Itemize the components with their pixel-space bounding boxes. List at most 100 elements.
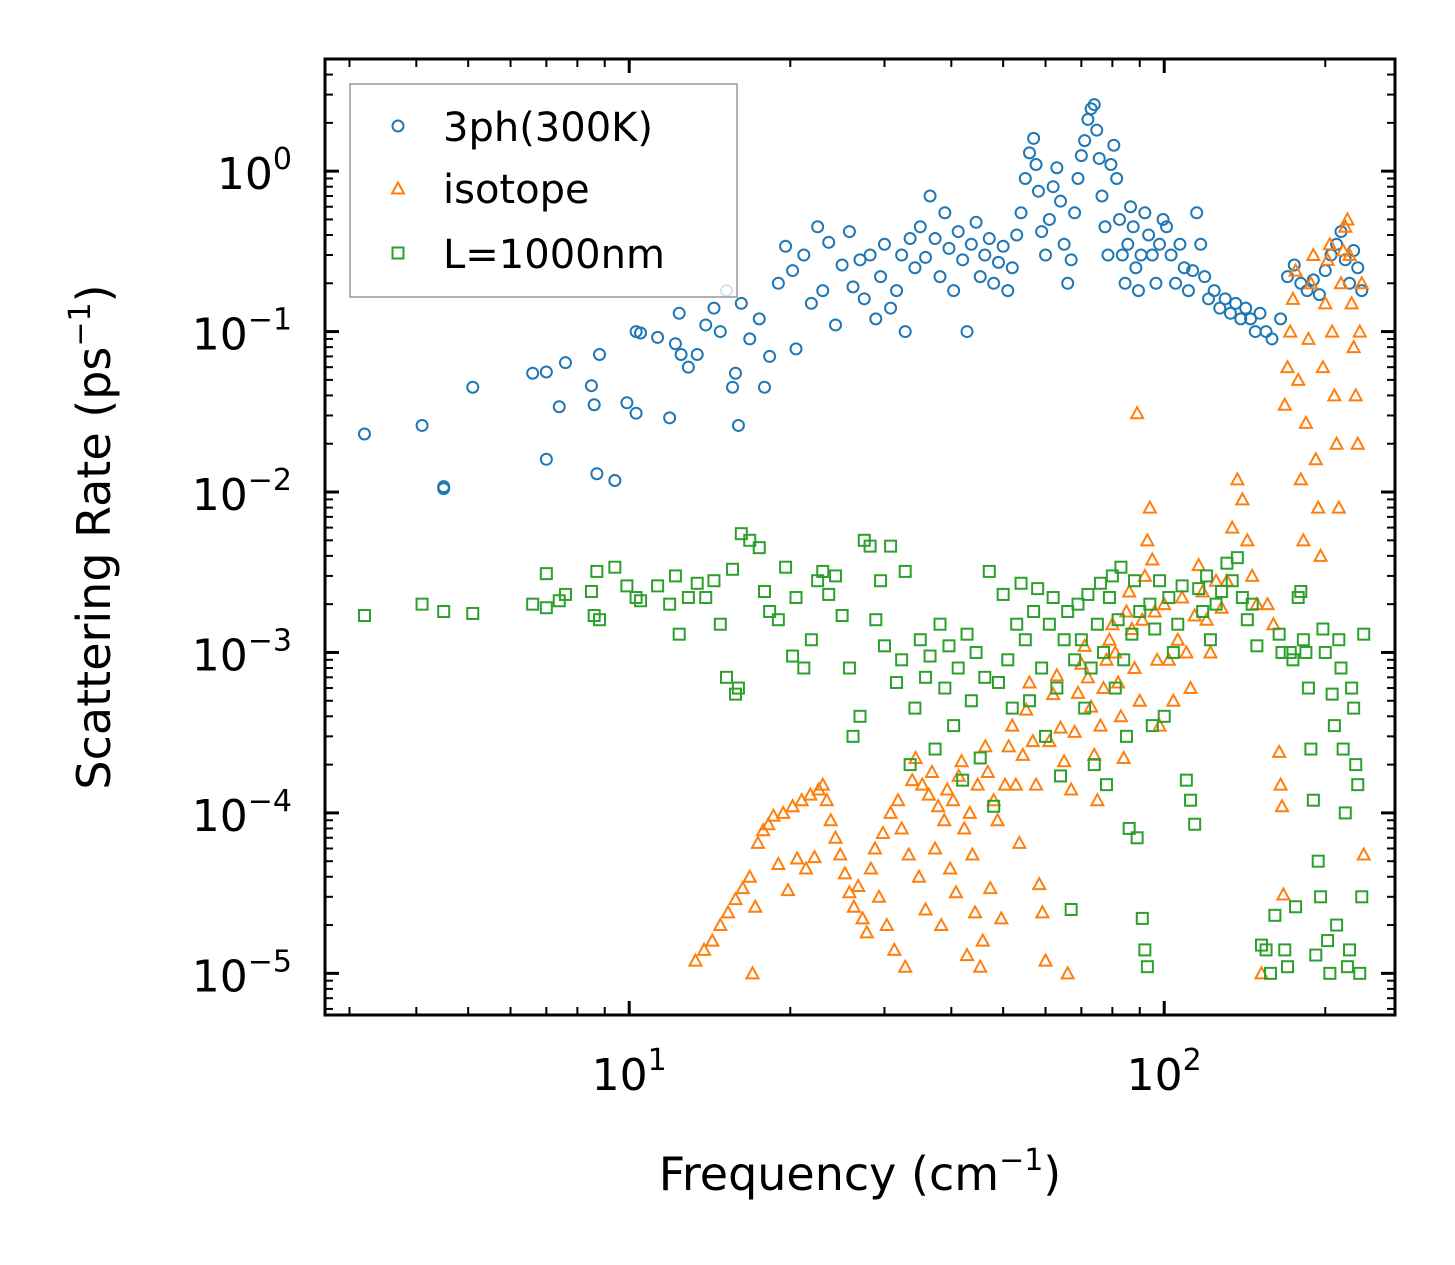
data-point — [1160, 220, 1174, 234]
data-point — [1312, 288, 1326, 302]
data-point — [1218, 292, 1232, 306]
data-point — [924, 763, 940, 778]
data-point — [1274, 312, 1288, 326]
data-point — [608, 473, 622, 487]
data-point — [1035, 225, 1049, 239]
data-point — [832, 846, 848, 861]
data-point — [1287, 262, 1304, 277]
data-point — [1192, 582, 1206, 596]
data-point — [804, 633, 818, 647]
data-point — [760, 816, 777, 831]
data-point — [1074, 633, 1088, 647]
data-point — [1015, 746, 1031, 761]
data-point — [1203, 633, 1217, 647]
data-point — [696, 941, 712, 956]
data-point — [1101, 248, 1115, 262]
data-point — [1351, 261, 1365, 275]
data-point — [1215, 584, 1229, 598]
data-point — [1332, 633, 1346, 647]
data-point — [1092, 151, 1106, 165]
data-point — [729, 366, 743, 380]
data-point — [1312, 547, 1329, 562]
data-point — [960, 325, 974, 339]
data-point — [1173, 237, 1187, 251]
data-point — [1303, 275, 1319, 290]
data-point — [1005, 701, 1019, 715]
data-point — [1239, 532, 1256, 547]
legend-marker-triangle — [390, 180, 406, 195]
data-point — [593, 347, 607, 361]
data-point — [539, 567, 553, 581]
data-point — [1089, 792, 1106, 807]
data-point — [1207, 284, 1221, 298]
data-point — [1093, 576, 1107, 590]
data-point — [969, 645, 983, 659]
data-point — [987, 276, 1001, 290]
data-point — [1096, 645, 1110, 659]
data-point — [1348, 387, 1364, 402]
data-point — [620, 579, 634, 593]
data-point — [938, 206, 952, 220]
data-point — [727, 891, 744, 906]
data-point — [593, 613, 607, 627]
data-point — [1010, 228, 1024, 242]
data-point — [859, 924, 875, 939]
data-point — [1107, 644, 1123, 659]
data-point — [1138, 206, 1152, 220]
data-point — [1350, 435, 1366, 450]
data-point — [1057, 237, 1071, 251]
data-point — [437, 480, 451, 494]
data-point — [786, 649, 800, 663]
data-point — [707, 574, 721, 588]
data-point — [1317, 295, 1333, 310]
data-point — [1057, 633, 1071, 647]
data-point — [1021, 674, 1038, 689]
data-point — [1129, 405, 1145, 420]
data-point — [765, 807, 782, 822]
data-point — [415, 597, 429, 611]
data-point — [1068, 206, 1082, 220]
data-point — [930, 798, 946, 813]
data-point — [1315, 359, 1331, 374]
data-point — [1345, 339, 1362, 354]
data-point — [1031, 184, 1045, 198]
data-point — [1140, 960, 1154, 974]
data-point — [1309, 948, 1323, 962]
data-point — [1321, 934, 1335, 948]
x-tick-label-100: 102 — [1127, 1043, 1202, 1101]
data-point — [1191, 557, 1207, 572]
data-point — [969, 776, 986, 791]
data-point — [1050, 681, 1064, 695]
data-point — [980, 763, 996, 778]
y-tick-label-1e-3: 10−3 — [192, 623, 292, 681]
data-point — [1039, 729, 1053, 743]
data-point — [877, 237, 891, 251]
data-point — [1293, 471, 1309, 486]
data-point — [1018, 171, 1032, 185]
data-point — [1331, 499, 1347, 514]
data-point — [1029, 158, 1043, 172]
data-point — [972, 958, 988, 973]
data-point — [1099, 778, 1113, 792]
data-point — [707, 301, 721, 315]
data-point — [884, 301, 898, 315]
data-point — [842, 225, 856, 239]
data-point — [1028, 776, 1044, 791]
data-point — [1319, 251, 1336, 266]
data-point — [771, 613, 785, 627]
data-point — [1113, 212, 1127, 226]
data-point — [1169, 276, 1183, 290]
data-point — [1235, 591, 1249, 605]
data-point — [1259, 943, 1273, 957]
data-point — [1165, 692, 1182, 707]
data-point — [1014, 576, 1028, 590]
data-point — [789, 342, 803, 356]
data-point — [1275, 886, 1292, 901]
data-point — [977, 738, 993, 753]
data-point — [1356, 846, 1372, 861]
data-point — [993, 910, 1009, 925]
data-point — [875, 824, 891, 839]
data-point — [956, 820, 972, 835]
data-point — [884, 539, 898, 553]
data-point — [1142, 228, 1156, 242]
